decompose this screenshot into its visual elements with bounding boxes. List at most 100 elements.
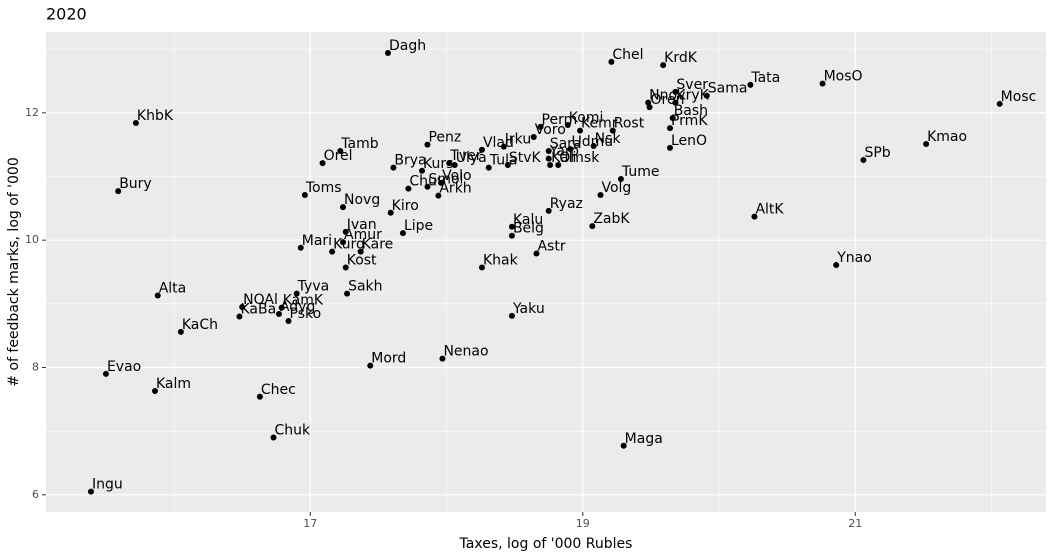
point [564, 121, 571, 128]
point [102, 370, 109, 377]
point-label: Orel [324, 148, 353, 164]
point [672, 99, 679, 106]
point [530, 134, 537, 141]
point [617, 176, 624, 183]
point [819, 80, 826, 87]
point [419, 167, 426, 174]
point-label: KaCh [182, 317, 218, 333]
point [478, 264, 485, 271]
point [666, 125, 673, 132]
point [270, 434, 277, 441]
point [703, 92, 710, 99]
point-label: PrmK [671, 113, 708, 129]
point-label: Astr [537, 239, 565, 255]
point-label: Mosc [1001, 89, 1037, 105]
point-label: Khak [483, 253, 519, 269]
point [337, 148, 344, 155]
y-tick-label: 10 [25, 233, 39, 246]
point-label: LenO [671, 133, 707, 149]
x-tick-label: 17 [303, 517, 317, 530]
point [508, 312, 515, 319]
point [384, 50, 391, 57]
point-label: KamK [283, 293, 324, 309]
point [390, 164, 397, 171]
y-tick-label: 12 [25, 106, 39, 119]
point-label: Evao [107, 359, 141, 375]
plot-panel [46, 32, 1046, 512]
point-label: Kare [362, 237, 394, 253]
point [340, 204, 347, 211]
point-label: Ingu [92, 477, 123, 493]
point [533, 250, 540, 257]
point [424, 183, 431, 190]
point-label: Omsk [559, 150, 600, 166]
point [285, 318, 292, 325]
point-label: Dagh [389, 38, 426, 54]
point-label: Psko [290, 306, 322, 322]
point-label: AltK [755, 202, 784, 218]
point [537, 123, 544, 130]
point-label: KhbK [137, 108, 174, 124]
y-tick-label: 8 [32, 360, 39, 373]
point-label: Sama [708, 81, 748, 97]
point [923, 141, 930, 148]
point-label: Kiro [392, 198, 419, 214]
point-label: Arkh [439, 181, 471, 197]
point [132, 120, 139, 127]
point-label: Tume [621, 164, 660, 180]
point-label: Kost [347, 253, 377, 269]
point-label: Chuk [275, 423, 312, 439]
point [478, 146, 485, 153]
point [609, 127, 616, 134]
point [301, 191, 308, 198]
point-label: Rost [614, 116, 645, 132]
point-label: Tamb [340, 136, 378, 152]
point [660, 62, 667, 69]
point-label: KaBa [240, 302, 276, 318]
point-label: Novg [344, 192, 380, 208]
point-label: Ynao [836, 250, 872, 266]
point [996, 100, 1003, 107]
point-label: MosO [824, 69, 863, 85]
point [589, 223, 596, 230]
point-label: Nsk [595, 131, 622, 147]
point-label: Nnov [649, 88, 685, 104]
point [278, 304, 285, 311]
point-label: Tata [750, 70, 780, 86]
point-label: Sakh [348, 279, 382, 295]
point [344, 290, 351, 297]
point [451, 162, 458, 169]
point [500, 143, 507, 150]
y-tick-label: 6 [32, 488, 39, 501]
point-label: Ryaz [550, 196, 583, 212]
point-label: Chec [261, 382, 296, 398]
point [367, 362, 374, 369]
point [860, 156, 867, 163]
point [747, 81, 754, 88]
point [751, 213, 758, 220]
point-label: Belg [513, 221, 544, 237]
point [608, 58, 615, 65]
point-label: Alta [159, 281, 187, 297]
point-label: Kali [551, 150, 576, 166]
point-label: Kalu [513, 212, 543, 228]
point [545, 155, 552, 162]
point [438, 179, 445, 186]
point [297, 244, 304, 251]
point [508, 232, 515, 239]
point [666, 144, 673, 151]
point-label: Adyg [280, 299, 315, 315]
point [597, 191, 604, 198]
point [435, 192, 442, 199]
y-axis-title: # of feedback marks, log of '000 [6, 157, 22, 386]
point-label: Udmu [572, 134, 614, 150]
point [672, 88, 679, 95]
point [555, 162, 562, 169]
point-label: KrdK [664, 50, 698, 66]
point-label: Sara [550, 136, 582, 152]
point-label: Kalm [156, 376, 191, 392]
point [504, 162, 511, 169]
point [590, 142, 597, 149]
point-label: Mord [371, 351, 406, 367]
